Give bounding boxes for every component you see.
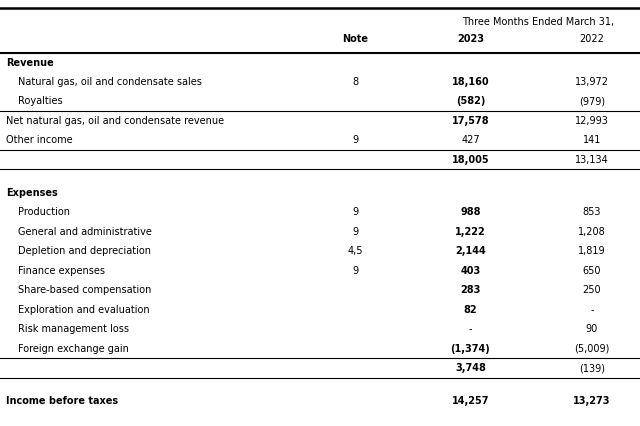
Text: Depletion and depreciation: Depletion and depreciation bbox=[18, 246, 151, 256]
Text: 18,005: 18,005 bbox=[452, 155, 489, 165]
Text: 2023: 2023 bbox=[457, 34, 484, 44]
Text: 82: 82 bbox=[463, 305, 477, 315]
Text: 988: 988 bbox=[460, 207, 481, 218]
Text: 1,819: 1,819 bbox=[578, 246, 606, 256]
Text: 9: 9 bbox=[352, 266, 358, 276]
Text: (5,009): (5,009) bbox=[574, 344, 610, 354]
Text: 2022: 2022 bbox=[580, 34, 604, 44]
Text: (139): (139) bbox=[579, 363, 605, 373]
Text: Other income: Other income bbox=[6, 135, 73, 145]
Text: 3,748: 3,748 bbox=[455, 363, 486, 373]
Text: 13,273: 13,273 bbox=[573, 396, 611, 406]
Text: 1,222: 1,222 bbox=[455, 227, 486, 237]
Text: 427: 427 bbox=[461, 135, 480, 145]
Text: Three Months Ended March 31,: Three Months Ended March 31, bbox=[461, 17, 614, 27]
Text: 8: 8 bbox=[352, 77, 358, 87]
Text: 403: 403 bbox=[460, 266, 481, 276]
Text: Natural gas, oil and condensate sales: Natural gas, oil and condensate sales bbox=[18, 77, 202, 87]
Text: 1,208: 1,208 bbox=[578, 227, 606, 237]
Text: 250: 250 bbox=[582, 285, 602, 295]
Text: (582): (582) bbox=[456, 96, 485, 106]
Text: Royalties: Royalties bbox=[18, 96, 63, 106]
Text: Foreign exchange gain: Foreign exchange gain bbox=[18, 344, 129, 354]
Text: Risk management loss: Risk management loss bbox=[18, 324, 129, 334]
Text: (979): (979) bbox=[579, 96, 605, 106]
Text: Note: Note bbox=[342, 34, 368, 44]
Text: Finance expenses: Finance expenses bbox=[18, 266, 105, 276]
Text: Revenue: Revenue bbox=[6, 58, 54, 67]
Text: 90: 90 bbox=[586, 324, 598, 334]
Text: 18,160: 18,160 bbox=[452, 77, 489, 87]
Text: -: - bbox=[590, 305, 594, 315]
Text: 13,134: 13,134 bbox=[575, 155, 609, 165]
Text: 2,144: 2,144 bbox=[455, 246, 486, 256]
Text: 283: 283 bbox=[460, 285, 481, 295]
Text: 17,578: 17,578 bbox=[452, 116, 489, 126]
Text: Share-based compensation: Share-based compensation bbox=[18, 285, 151, 295]
Text: 14,257: 14,257 bbox=[452, 396, 489, 406]
Text: 4,5: 4,5 bbox=[348, 246, 363, 256]
Text: 650: 650 bbox=[583, 266, 601, 276]
Text: 853: 853 bbox=[583, 207, 601, 218]
Text: 9: 9 bbox=[352, 135, 358, 145]
Text: 13,972: 13,972 bbox=[575, 77, 609, 87]
Text: 141: 141 bbox=[583, 135, 601, 145]
Text: 9: 9 bbox=[352, 207, 358, 218]
Text: (1,374): (1,374) bbox=[451, 344, 490, 354]
Text: Production: Production bbox=[18, 207, 70, 218]
Text: 12,993: 12,993 bbox=[575, 116, 609, 126]
Text: -: - bbox=[468, 324, 472, 334]
Text: Exploration and evaluation: Exploration and evaluation bbox=[18, 305, 150, 315]
Text: 9: 9 bbox=[352, 227, 358, 237]
Text: Expenses: Expenses bbox=[6, 188, 58, 198]
Text: Net natural gas, oil and condensate revenue: Net natural gas, oil and condensate reve… bbox=[6, 116, 225, 126]
Text: Income before taxes: Income before taxes bbox=[6, 396, 118, 406]
Text: General and administrative: General and administrative bbox=[18, 227, 152, 237]
